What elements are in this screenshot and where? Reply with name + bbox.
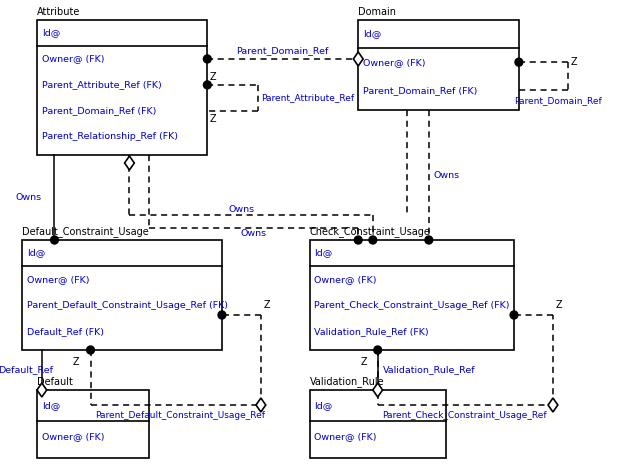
Text: Id@: Id@ [314,249,333,258]
Text: Check_Constraint_Usage: Check_Constraint_Usage [310,226,430,237]
Circle shape [355,236,362,244]
Text: Z: Z [264,300,271,310]
Circle shape [374,346,381,354]
Circle shape [510,311,518,319]
Text: Parent_Default_Constraint_Usage_Ref: Parent_Default_Constraint_Usage_Ref [95,410,266,420]
Text: Parent_Attribute_Ref: Parent_Attribute_Ref [261,94,354,102]
Circle shape [425,236,433,244]
Bar [22,240,222,350]
Text: Z: Z [360,357,367,367]
Text: Owner@ (FK): Owner@ (FK) [42,55,104,63]
Text: Parent_Domain_Ref: Parent_Domain_Ref [236,47,329,55]
Text: Owns: Owns [16,193,42,202]
Text: Owns: Owns [228,205,254,214]
Circle shape [515,58,522,66]
Text: Default_Ref (FK): Default_Ref (FK) [27,327,104,336]
Bar [37,20,207,155]
Circle shape [203,81,211,89]
Text: Z: Z [556,300,562,310]
Text: Parent_Default_Constraint_Usage_Ref (FK): Parent_Default_Constraint_Usage_Ref (FK) [27,301,228,310]
Text: Parent_Check_Constraint_Usage_Ref: Parent_Check_Constraint_Usage_Ref [383,410,547,420]
Text: Id@: Id@ [42,401,60,410]
Text: Validation_Rule_Ref (FK): Validation_Rule_Ref (FK) [314,327,429,336]
Circle shape [203,55,211,63]
Text: Z: Z [570,57,577,67]
Text: Owner@ (FK): Owner@ (FK) [314,275,377,284]
Text: Owner@ (FK): Owner@ (FK) [27,275,90,284]
Bar [310,390,446,458]
Text: Id@: Id@ [27,249,45,258]
Text: Parent_Attribute_Ref (FK): Parent_Attribute_Ref (FK) [42,80,162,89]
Bar [37,390,149,458]
Text: Attribute: Attribute [37,7,80,17]
Text: Owner@ (FK): Owner@ (FK) [314,432,377,441]
Text: Id@: Id@ [363,30,381,39]
Text: Owns: Owns [434,171,460,180]
Text: Z: Z [73,357,80,367]
Text: Parent_Domain_Ref (FK): Parent_Domain_Ref (FK) [363,86,478,95]
Polygon shape [256,398,266,412]
Circle shape [218,311,226,319]
Text: Z: Z [209,72,216,82]
Text: Default: Default [37,377,73,387]
Text: Validation_Rule_Ref: Validation_Rule_Ref [383,366,475,375]
Text: Default_Ref: Default_Ref [0,366,53,375]
Text: Z: Z [209,114,216,124]
Circle shape [86,346,95,354]
Text: Id@: Id@ [314,401,333,410]
Polygon shape [124,156,134,170]
Polygon shape [37,383,47,397]
Text: Id@: Id@ [42,29,60,38]
Text: Parent_Check_Constraint_Usage_Ref (FK): Parent_Check_Constraint_Usage_Ref (FK) [314,301,510,310]
Text: Owns: Owns [241,228,267,237]
Text: Parent_Relationship_Ref (FK): Parent_Relationship_Ref (FK) [42,133,178,141]
Polygon shape [548,398,558,412]
Polygon shape [353,52,363,66]
Text: Parent_Domain_Ref (FK): Parent_Domain_Ref (FK) [42,106,156,115]
Bar [358,20,519,110]
Text: Owner@ (FK): Owner@ (FK) [42,432,104,441]
Bar [310,240,514,350]
Text: Owner@ (FK): Owner@ (FK) [363,58,425,67]
Circle shape [50,236,58,244]
Text: Default_Constraint_Usage: Default_Constraint_Usage [22,226,149,237]
Text: Domain: Domain [358,7,396,17]
Polygon shape [373,383,383,397]
Text: Parent_Domain_Ref: Parent_Domain_Ref [514,96,601,105]
Circle shape [369,236,377,244]
Text: Validation_Rule: Validation_Rule [310,376,384,387]
